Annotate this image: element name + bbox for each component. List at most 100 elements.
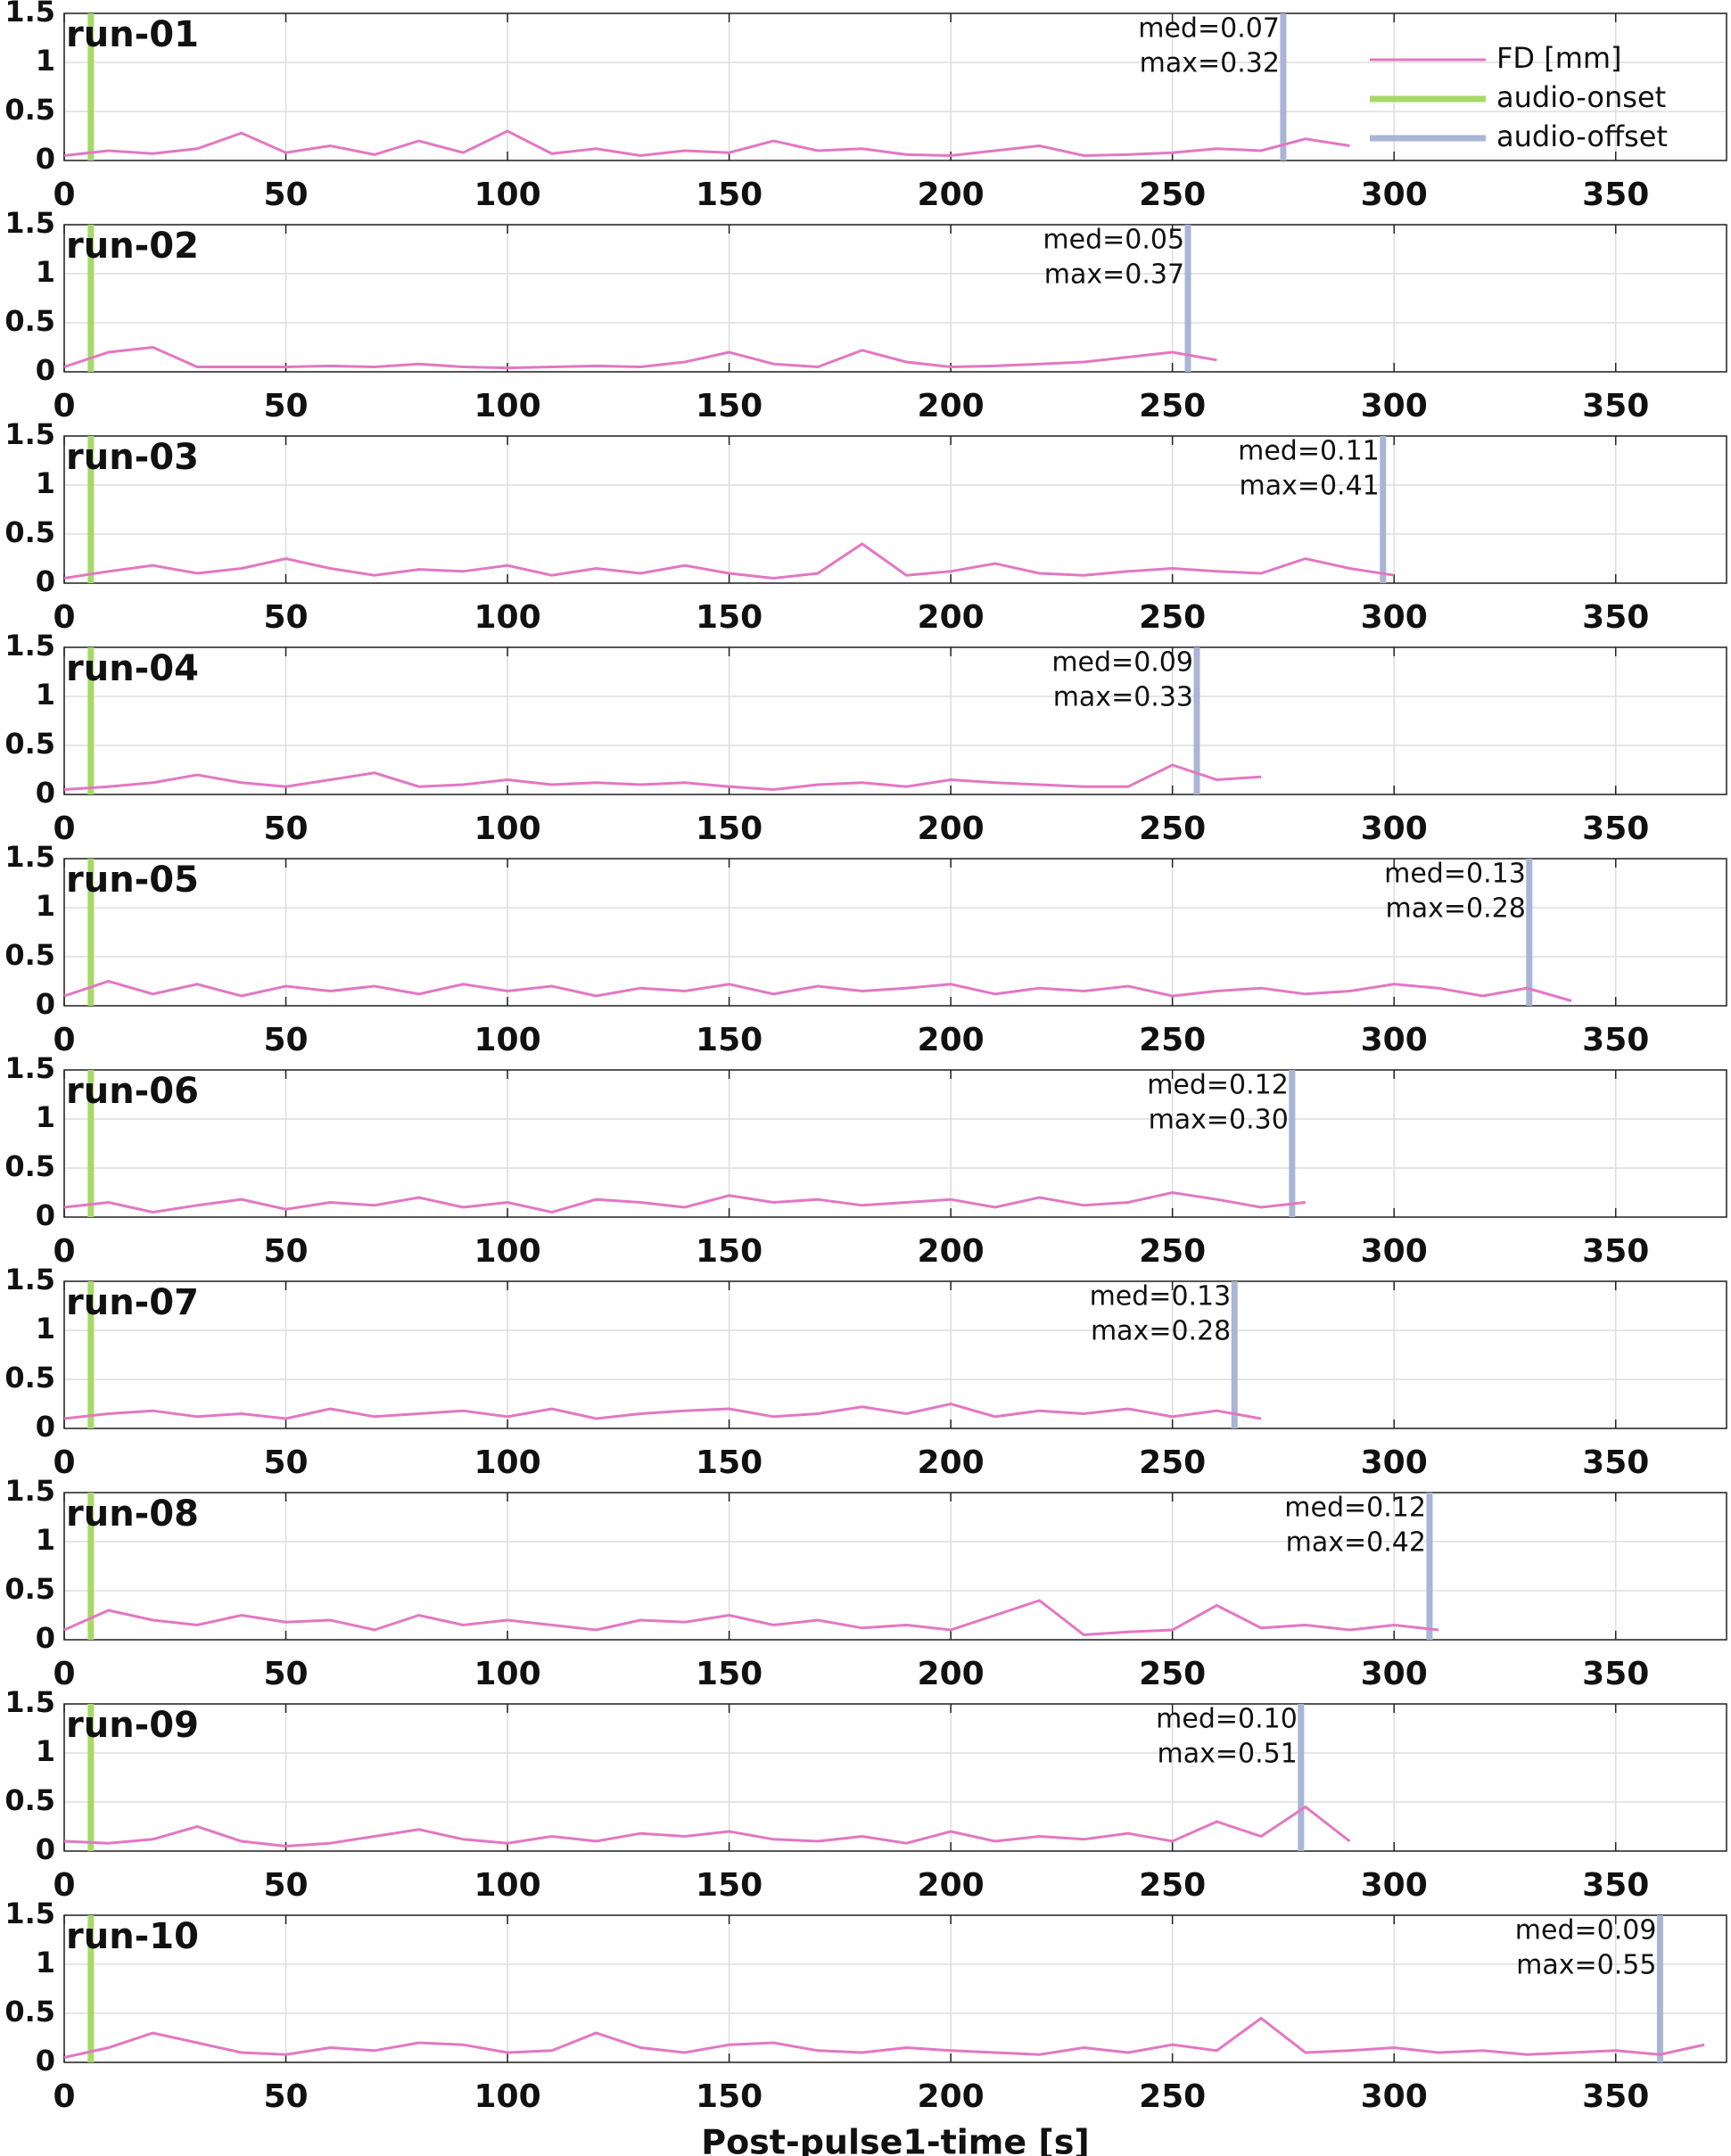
x-tick-label: 50 (263, 1233, 308, 1270)
fd-line (63, 1805, 1351, 1848)
x-tick-label: 350 (1582, 1867, 1649, 1904)
x-tick-label: 0 (53, 1233, 75, 1270)
x-tick-label: 50 (263, 177, 308, 213)
y-tick-label: 1.5 (4, 206, 55, 240)
x-axis-label: Post-pulse1-time [s] (701, 2123, 1090, 2156)
plot-frame (63, 12, 1727, 161)
y-tick-label: 0.5 (4, 1572, 55, 1606)
y-tick-label: 1.5 (4, 840, 55, 874)
x-tick-label: 50 (263, 1022, 308, 1058)
x-tick-label: 150 (696, 1233, 762, 1270)
fd-line (63, 763, 1262, 792)
x-tick-label: 300 (1361, 388, 1428, 424)
x-tick-label: 300 (1361, 599, 1428, 636)
x-tick-label: 100 (474, 811, 540, 847)
x-tick-label: 350 (1582, 177, 1649, 213)
y-tick-label: 1 (36, 1312, 55, 1345)
panel-title: run-07 (66, 1282, 199, 1323)
y-tick-label: 1 (36, 466, 55, 500)
plot-area (64, 225, 1727, 372)
y-tick-label: 1 (36, 678, 55, 712)
annotation: med=0.12 (1147, 1070, 1289, 1101)
plot-frame (63, 435, 1727, 584)
annotation: max=0.42 (1286, 1527, 1426, 1559)
y-tick-label: 0 (36, 987, 55, 1021)
y-tick-label: 1 (36, 44, 55, 78)
x-tick-label: 100 (474, 177, 540, 213)
x-tick-label: 50 (263, 811, 308, 847)
y-tick-label: 1.5 (4, 1685, 55, 1719)
y-tick-label: 0 (36, 1832, 55, 1866)
y-tick-label: 0 (36, 142, 55, 176)
x-tick-label: 200 (918, 1444, 985, 1481)
x-tick-label: 50 (263, 599, 308, 636)
x-tick-label: 350 (1582, 599, 1649, 636)
y-tick-label: 1 (36, 889, 55, 923)
x-tick-label: 150 (696, 2078, 762, 2115)
x-tick-label: 150 (696, 177, 762, 213)
annotation: med=0.07 (1138, 13, 1280, 45)
y-tick-label: 1.5 (4, 417, 55, 451)
y-tick-label: 0.5 (4, 1783, 55, 1817)
plot-area (64, 1915, 1727, 2062)
plot-area (64, 436, 1727, 583)
x-tick-label: 0 (53, 599, 75, 636)
x-tick-label: 250 (1139, 599, 1206, 636)
y-tick-label: 0 (36, 564, 55, 598)
x-tick-label: 250 (1139, 2078, 1206, 2115)
legend-label: FD [mm] (1496, 41, 1622, 75)
x-tick-label: 200 (918, 1022, 985, 1058)
x-tick-label: 150 (696, 388, 762, 424)
y-tick-label: 0 (36, 2044, 55, 2078)
y-tick-label: 1.5 (4, 1263, 55, 1296)
x-tick-label: 300 (1361, 2078, 1428, 2115)
x-tick-label: 300 (1361, 1233, 1428, 1270)
annotation: med=0.13 (1090, 1281, 1232, 1313)
x-tick-label: 250 (1139, 1233, 1206, 1270)
x-tick-label: 250 (1139, 1444, 1206, 1481)
annotation: med=0.09 (1515, 1915, 1657, 1946)
x-tick-label: 0 (53, 1444, 75, 1481)
x-tick-label: 250 (1139, 811, 1206, 847)
plot-frame (63, 1492, 1727, 1641)
plot-frame (63, 1703, 1727, 1852)
x-tick-label: 0 (53, 1867, 75, 1904)
x-tick-label: 0 (53, 1656, 75, 1692)
annotation: med=0.10 (1156, 1704, 1298, 1735)
x-tick-label: 350 (1582, 1444, 1649, 1481)
plot-area (64, 647, 1727, 794)
x-tick-label: 0 (53, 177, 75, 213)
x-tick-label: 250 (1139, 1867, 1206, 1904)
x-tick-label: 350 (1582, 1233, 1649, 1270)
x-tick-label: 200 (918, 1233, 985, 1270)
x-tick-label: 200 (918, 177, 985, 213)
annotation: med=0.13 (1384, 859, 1526, 890)
y-tick-label: 0.5 (4, 304, 55, 338)
x-tick-label: 150 (696, 1444, 762, 1481)
plot-frame (63, 1914, 1727, 2063)
annotation: max=0.30 (1149, 1105, 1289, 1136)
fd-line (63, 1190, 1306, 1214)
x-tick-label: 50 (263, 1867, 308, 1904)
x-tick-label: 350 (1582, 388, 1649, 424)
panel-title: run-02 (66, 226, 199, 267)
y-tick-label: 0 (36, 1410, 55, 1444)
panel-title: run-01 (66, 14, 199, 55)
x-tick-label: 50 (263, 2078, 308, 2115)
x-tick-label: 200 (918, 1867, 985, 1904)
plot-frame (63, 1069, 1727, 1218)
panel-title: run-05 (66, 860, 199, 901)
fd-line (63, 542, 1395, 580)
x-tick-label: 350 (1582, 1656, 1649, 1692)
annotation: max=0.28 (1386, 893, 1526, 925)
fd-line (63, 345, 1217, 370)
y-tick-label: 0.5 (4, 515, 55, 549)
y-tick-label: 0.5 (4, 938, 55, 972)
x-tick-label: 100 (474, 388, 540, 424)
x-tick-label: 100 (474, 599, 540, 636)
annotation: max=0.32 (1140, 48, 1280, 79)
plot-frame (63, 858, 1727, 1007)
x-tick-label: 0 (53, 388, 75, 424)
x-tick-label: 250 (1139, 1022, 1206, 1058)
